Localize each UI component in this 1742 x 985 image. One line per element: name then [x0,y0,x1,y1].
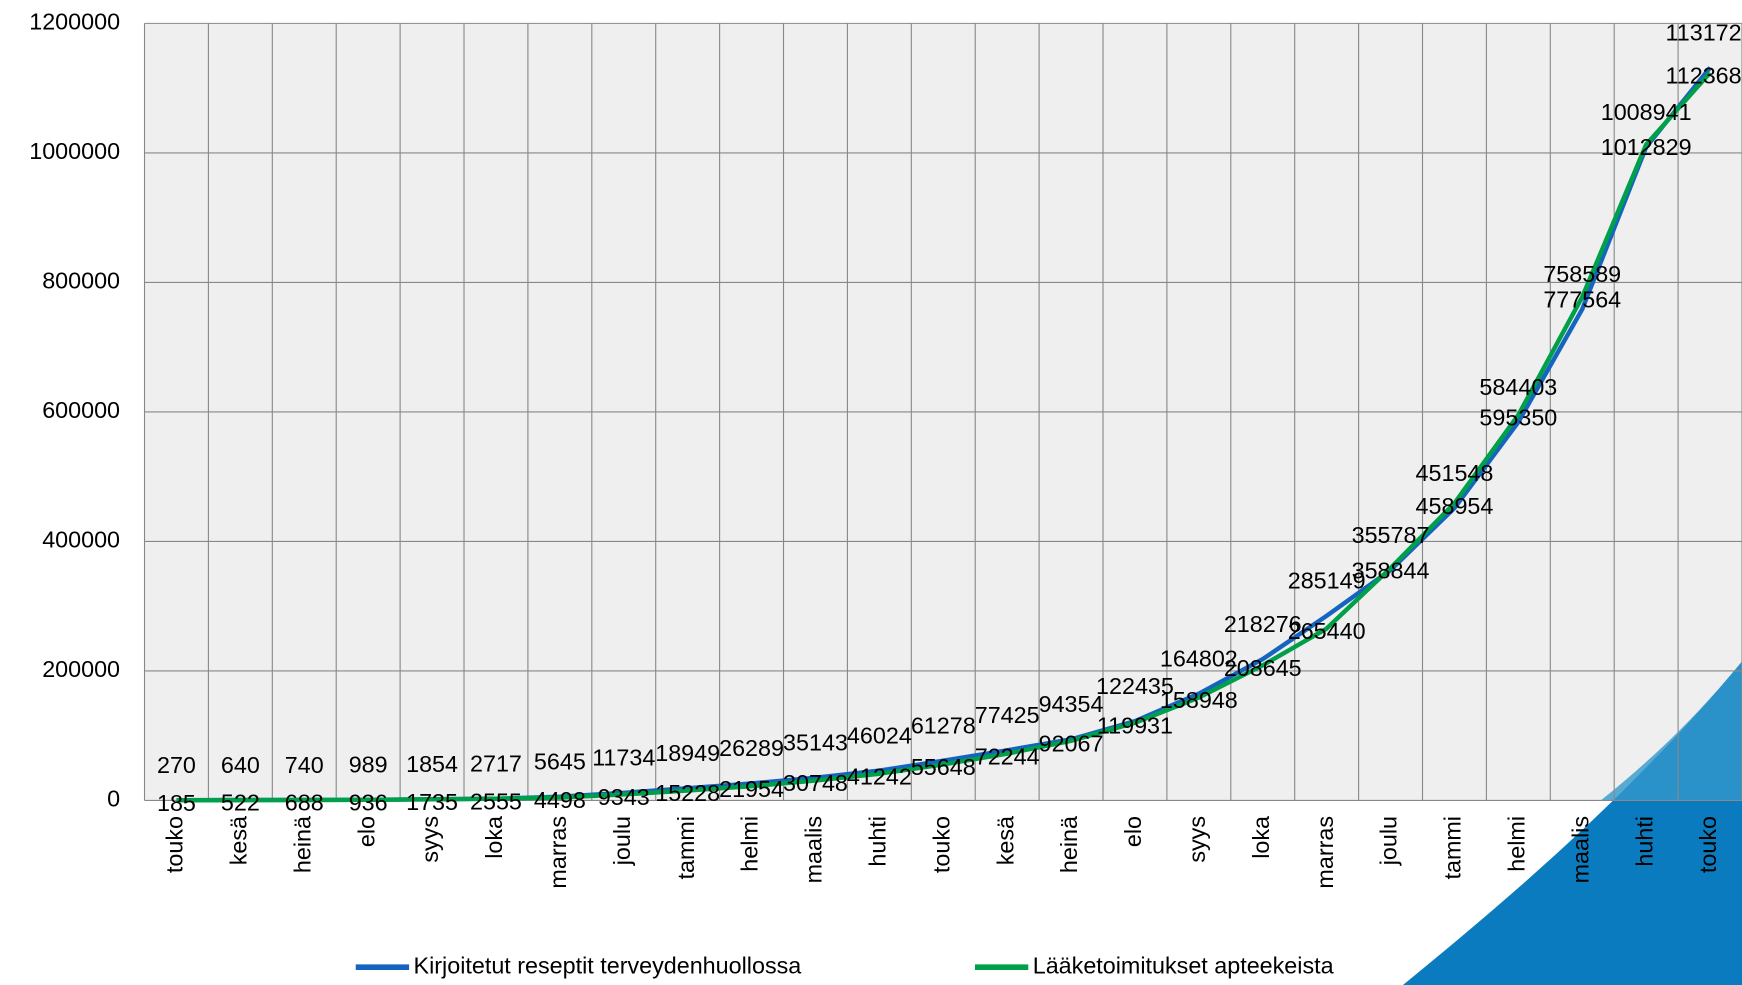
data-label: 92067 [1039,730,1104,756]
data-label: 18949 [655,740,720,766]
data-label: 208645 [1224,655,1302,681]
data-label: 777564 [1543,287,1621,313]
data-label: 584403 [1479,374,1557,400]
data-label: 119931 [1097,712,1173,738]
data-label: 640 [221,752,260,778]
x-tick-label: touko [162,816,188,873]
data-label: 55648 [911,754,976,780]
x-tick-label: huhti [1631,816,1657,867]
y-tick-label: 0 [107,786,120,812]
data-label: 122435 [1096,673,1174,699]
data-label: 164802 [1160,646,1238,672]
y-tick-label: 800000 [42,268,120,294]
x-tick-label: touko [1695,816,1721,873]
data-label: 1008941 [1601,99,1692,125]
data-label: 26289 [719,735,784,761]
data-label: 1735 [406,789,458,815]
data-label: 451548 [1416,460,1494,486]
y-tick-label: 400000 [42,527,120,553]
x-tick-label: helmi [1504,816,1530,872]
data-label: 1131720 [1666,19,1742,45]
x-tick-label: marras [1312,816,1338,889]
data-label: 2717 [470,750,522,776]
data-label: 285149 [1288,568,1366,594]
x-tick-label: elo [1120,816,1146,847]
data-label: 270 [157,752,196,778]
data-label: 458954 [1416,493,1494,519]
data-label: 522 [221,790,260,816]
data-label: 35143 [783,729,848,755]
data-label: 358844 [1352,558,1430,584]
data-label: 72244 [975,743,1040,769]
x-tick-label: tammi [673,816,699,880]
y-tick-label: 200000 [42,656,120,682]
data-label: 158948 [1160,687,1238,713]
x-tick-label: tammi [1440,816,1466,880]
x-tick-label: joulu [1376,816,1402,866]
data-label: 1123686 [1666,62,1742,88]
x-tick-label: kesä [992,816,1018,865]
data-label: 218276 [1224,611,1302,637]
x-tick-label: huhti [865,816,891,867]
x-tick-label: syys [417,816,443,863]
x-tick-label: marras [545,816,571,889]
x-tick-label: kesä [226,816,252,865]
data-label: 989 [349,752,388,778]
x-tick-label: loka [481,816,507,859]
x-tick-label: maalis [1567,816,1593,883]
data-label: 1854 [406,751,458,777]
y-tick-label: 1000000 [29,138,120,164]
x-tick-label: syys [1184,816,1210,863]
x-tick-label: touko [928,816,954,873]
data-label: 61278 [911,713,976,739]
data-label: 758589 [1543,261,1621,287]
data-label: 355787 [1352,522,1430,548]
data-label: 4498 [534,787,586,813]
data-label: 30748 [783,770,848,796]
data-label: 94354 [1039,691,1104,717]
x-tick-label: maalis [801,816,827,883]
data-label: 936 [349,789,388,815]
data-label: 9343 [598,784,650,810]
data-label: 2555 [470,788,522,814]
legend-label: Lääketoimitukset apteekeista [1033,952,1334,978]
data-label: 41242 [847,763,912,789]
data-label: 21954 [719,776,784,802]
x-tick-label: elo [353,816,379,847]
data-label: 11734 [592,745,655,771]
y-tick-label: 600000 [42,397,120,423]
data-label: 595350 [1479,405,1557,431]
x-tick-label: joulu [609,816,635,866]
data-label: 15228 [655,780,720,806]
x-tick-label: heinä [289,816,315,873]
data-label: 1012829 [1601,134,1692,160]
decoration [1402,661,1742,985]
y-tick-label: 1200000 [29,9,120,35]
legend-label: Kirjoitetut reseptit terveydenhuollossa [414,952,802,978]
data-label: 5645 [534,749,586,775]
x-tick-label: heinä [1056,816,1082,873]
x-tick-label: helmi [737,816,763,872]
data-label: 265440 [1288,618,1366,644]
wave-light [1600,661,1742,801]
wave [1402,661,1742,985]
data-label: 77425 [975,702,1040,728]
data-label: 740 [285,752,324,778]
data-label: 185 [157,790,196,816]
data-label: 46024 [847,722,912,748]
series-line [176,71,1712,803]
data-label: 688 [285,790,324,816]
x-tick-label: loka [1248,816,1274,859]
